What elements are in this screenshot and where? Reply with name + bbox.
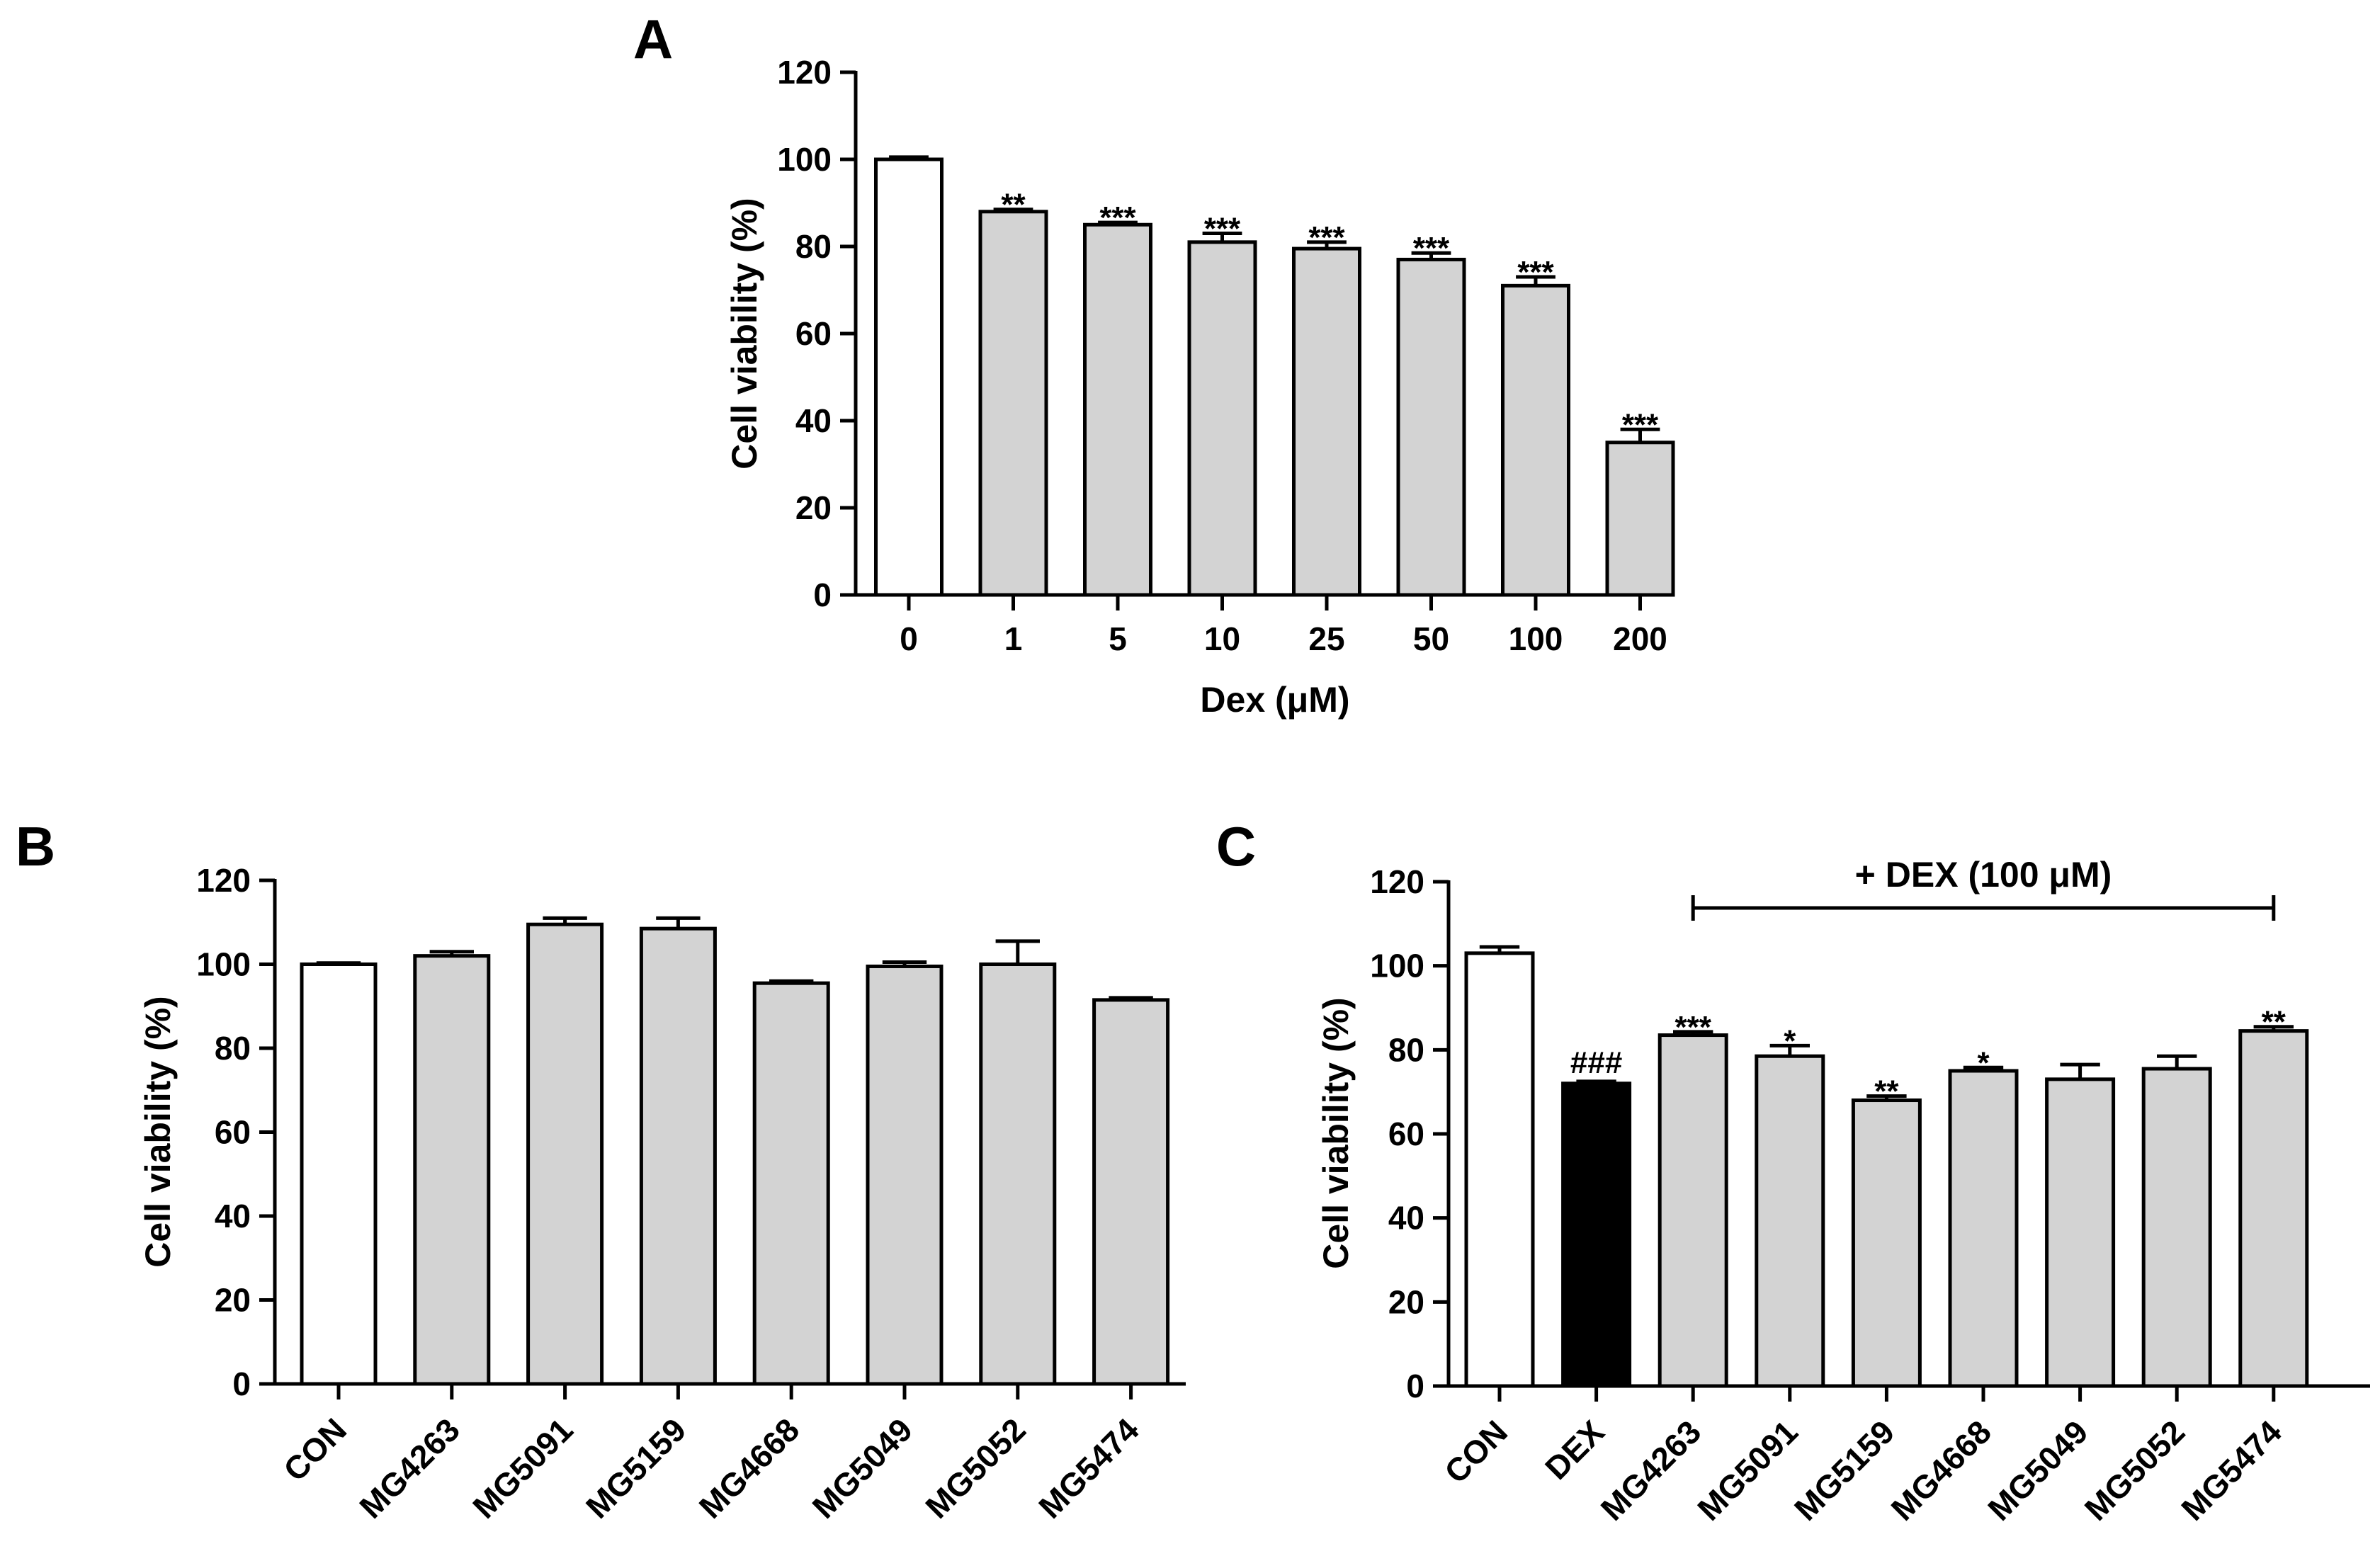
panel-c-y-tick-label: 100 [1370,948,1424,984]
panel-c-bar-mg5474 [2238,1029,2309,1388]
panel-b-y-tick-label: 80 [215,1030,251,1067]
panel-c-significance-marker: ** [2262,1005,2286,1040]
panel-a-bar-25 [1292,246,1361,597]
panel-a-y-tick-label: 120 [777,54,832,91]
panel-b-y-tick-label: 120 [196,862,251,899]
panel-a-letter: A [633,8,673,70]
panel-c-y-tick-label: 120 [1370,863,1424,900]
panel-c-x-tick-label: MG5052 [2078,1413,2192,1528]
panel-b-letter: B [16,815,55,878]
panel-c-x-tick-label: MG4263 [1594,1413,1708,1528]
panel-c-x-tick-label: MG5474 [2174,1413,2289,1528]
panel-b-bar-mg5474 [1092,998,1170,1386]
panel-b-y-tick-label: 100 [196,946,251,983]
panel-c-bar-mg4263 [1658,1033,1728,1388]
panel-c-x-tick-label: CON [1437,1413,1514,1490]
panel-b-x-tick-label: MG4668 [692,1411,807,1526]
panel-a-x-tick-label: 0 [900,620,918,657]
panel-b-x-tick-label: MG5474 [1031,1411,1146,1526]
panel-b-y-tick-label: 60 [215,1114,251,1151]
panel-c-bar-mg5052 [2141,1067,2212,1388]
panel-b-y-tick-label: 40 [215,1198,251,1234]
panel-c-x-tick-label: MG5159 [1787,1413,1902,1528]
panel-a-significance-marker: *** [1413,231,1450,266]
panel-a-significance-marker: *** [1622,407,1659,442]
panel-a-bar-200 [1605,441,1675,597]
panel-a-y-axis-title: Cell viability (%) [725,198,764,469]
panel-c-y-tick-label: 40 [1388,1200,1424,1237]
panel-a-bar-100 [1501,283,1570,597]
panel-b-x-tick-label: MG5052 [918,1411,1033,1526]
panel-b-bar-mg4263 [413,954,491,1386]
panel-b-x-tick-label: MG4263 [352,1411,467,1526]
panel-a-significance-marker: *** [1204,212,1241,246]
panel-b-x-tick-label: CON [276,1411,353,1488]
panel-c-bar-con [1464,951,1535,1388]
panel-c-x-tick-label: MG5049 [1980,1413,2095,1528]
panel-a-x-tick-label: 200 [1613,620,1667,657]
panel-a-y-tick-label: 100 [777,141,832,178]
panel-c-y-axis-title: Cell viability (%) [1316,997,1356,1268]
panel-a-x-tick-label: 1 [1004,620,1023,657]
panel-c-significance-marker: *** [1675,1010,1712,1045]
panel-b-bar-mg5049 [866,964,944,1386]
panel-b-x-tick-label: MG5159 [579,1411,693,1526]
panel-a-significance-marker: *** [1517,255,1554,290]
panel-c-bar-mg4668 [1948,1069,2019,1388]
panel-a-significance-marker: *** [1308,220,1345,255]
panel-a-y-tick-label: 40 [795,402,832,439]
panel-a-x-axis-title: Dex (μM) [1200,680,1349,720]
panel-c-bracket-label: + DEX (100 μM) [1855,855,2112,895]
panel-c-significance-marker: * [1784,1023,1796,1058]
panel-a-x-tick-label: 25 [1308,620,1344,657]
panel-a-significance-marker: *** [1099,200,1136,235]
panel-a-significance-marker: ** [1001,188,1026,222]
panel-c-significance-marker: * [1977,1045,1990,1080]
panel-b-bar-mg5091 [526,922,604,1386]
panel-a-bar-50 [1396,257,1466,597]
panel-b-y-axis-title: Cell viability (%) [138,996,178,1267]
panel-c-letter: C [1216,815,1256,878]
panel-a-x-tick-label: 10 [1204,620,1240,657]
panel-a-bar-10 [1187,240,1257,597]
panel-c-significance-marker: ** [1874,1074,1899,1109]
panel-b-x-tick-label: MG5091 [465,1411,580,1526]
panel-c-significance-marker: ### [1570,1045,1622,1080]
panel-c-y-tick-label: 20 [1388,1283,1424,1320]
panel-a-bar-0 [874,157,944,597]
panel-c-x-tick-label: MG4668 [1884,1413,1999,1528]
panel-b-y-tick-label: 0 [232,1365,251,1402]
panel-a-x-tick-label: 50 [1413,620,1449,657]
panel-c-y-tick-label: 80 [1388,1031,1424,1068]
panel-a-y-tick-label: 0 [813,577,832,613]
panel-c-y-tick-label: 0 [1406,1368,1424,1404]
panel-c-bar-mg5049 [2045,1077,2116,1388]
panel-a-y-tick-label: 20 [795,489,832,526]
panel-a-bar-5 [1083,222,1152,597]
panel-b-bar-mg5052 [979,962,1057,1386]
panel-c-y-tick-label: 60 [1388,1115,1424,1152]
panel-a-x-tick-label: 100 [1509,620,1563,657]
panel-b-y-tick-label: 20 [215,1282,251,1319]
panel-a-bar-1 [978,210,1048,597]
panel-c-bar-mg5159 [1851,1098,1922,1388]
panel-b-x-tick-label: MG5049 [805,1411,920,1526]
panel-b-bar-mg4668 [752,981,830,1386]
panel-a-x-tick-label: 5 [1109,620,1127,657]
panel-c-bar-mg5091 [1755,1054,1825,1388]
panel-c-x-tick-label: MG5091 [1690,1413,1805,1528]
panel-b-bar-con [300,962,378,1386]
panel-b-bar-mg5159 [639,926,717,1386]
panel-c-x-tick-label: DEX [1538,1413,1611,1487]
panel-a-y-tick-label: 60 [795,315,832,352]
panel-a-y-tick-label: 80 [795,228,832,265]
panel-c-bar-dex [1561,1081,1632,1388]
